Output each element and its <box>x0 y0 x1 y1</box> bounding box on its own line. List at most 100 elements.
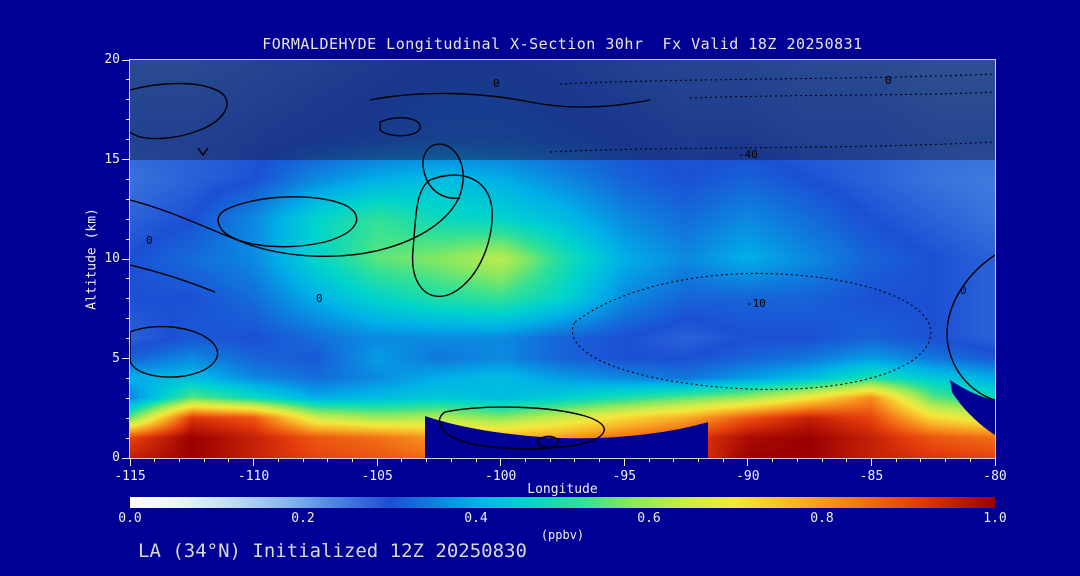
x-tick-label: -110 <box>237 469 270 484</box>
y-axis-minor-tick <box>126 397 130 399</box>
y-axis-minor-tick <box>126 377 130 379</box>
contour-line-solid <box>379 117 421 137</box>
x-axis-minor-tick <box>302 458 304 462</box>
x-axis-minor-tick <box>351 458 353 462</box>
x-axis-minor-tick <box>648 458 650 462</box>
x-axis-minor-tick <box>178 458 180 462</box>
heatmap-canvas <box>130 60 995 458</box>
contour-label: 0 <box>885 74 892 87</box>
x-tick-label: -85 <box>859 469 884 484</box>
x-axis-minor-tick <box>228 458 230 462</box>
x-axis-minor-tick <box>475 458 477 462</box>
colorbar-tick-label: 1.0 <box>983 511 1007 526</box>
x-axis-minor-tick <box>450 458 452 462</box>
x-axis-minor-tick <box>722 458 724 462</box>
y-axis-minor-tick <box>126 298 130 300</box>
y-tick-label: 5 <box>112 350 120 366</box>
contour-line-solid <box>130 82 228 140</box>
contour-line-dotted <box>571 272 932 390</box>
y-axis-tick <box>122 457 130 459</box>
x-axis-label: Longitude <box>527 482 598 497</box>
contour-label: -40 <box>738 148 758 161</box>
x-axis-minor-tick <box>524 458 526 462</box>
y-axis-tick <box>122 258 130 260</box>
y-axis-minor-tick <box>126 178 130 180</box>
x-tick-label: -90 <box>736 469 760 484</box>
contour-line-dotted <box>549 141 995 153</box>
colorbar <box>130 497 995 508</box>
x-axis-tick <box>623 458 625 466</box>
x-axis-minor-tick <box>599 458 601 462</box>
x-axis-minor-tick <box>574 458 576 462</box>
y-tick-label: 15 <box>104 151 120 167</box>
contour-line-dotted <box>559 73 995 85</box>
contour-label: 0 <box>316 292 323 305</box>
x-tick-label: -80 <box>983 469 1007 484</box>
y-axis-minor-tick <box>126 437 130 439</box>
plot-area: 0 0 0 0 0 -10 -40 <box>129 59 996 459</box>
x-axis-minor-tick <box>969 458 971 462</box>
y-axis-minor-tick <box>126 278 130 280</box>
x-axis-minor-tick <box>796 458 798 462</box>
x-axis-tick <box>500 458 502 466</box>
colorbar-tick-label: 0.2 <box>291 511 315 526</box>
contour-label: -10 <box>746 297 766 310</box>
contour-line-solid <box>217 196 358 248</box>
x-axis-minor-tick <box>945 458 947 462</box>
x-axis-tick <box>870 458 872 466</box>
x-axis-minor-tick <box>277 458 279 462</box>
x-tick-label: -105 <box>361 469 393 484</box>
x-axis-minor-tick <box>203 458 205 462</box>
x-tick-label: -95 <box>612 469 637 484</box>
colorbar-tick-label: 0.0 <box>118 511 142 526</box>
colorbar-label: (ppbv) <box>540 528 585 542</box>
y-tick-label: 10 <box>104 251 120 266</box>
colorbar-tick-label: 0.6 <box>637 511 661 526</box>
contour-line-solid <box>946 254 995 401</box>
surface-mask-right <box>950 380 995 435</box>
y-axis-minor-tick <box>126 218 130 220</box>
x-axis-tick <box>129 458 131 466</box>
contour-label: 0 <box>960 284 967 297</box>
y-axis-tick <box>122 159 130 160</box>
y-axis-minor-tick <box>126 338 130 340</box>
x-axis-minor-tick <box>154 458 156 462</box>
y-axis-minor-tick <box>126 318 130 320</box>
x-axis-minor-tick <box>673 458 675 462</box>
x-tick-label: -100 <box>485 469 517 484</box>
x-axis-tick <box>747 458 749 466</box>
contour-line-dotted <box>689 91 995 99</box>
contour-line-solid <box>438 406 605 450</box>
contour-line-solid <box>130 264 216 293</box>
y-axis-minor-tick <box>126 198 130 200</box>
x-tick-label: -115 <box>114 469 146 484</box>
contour-label: 0 <box>493 77 500 90</box>
x-axis-minor-tick <box>549 458 551 462</box>
x-axis-minor-tick <box>697 458 699 462</box>
surface-mask-center <box>425 416 708 458</box>
y-axis-minor-tick <box>126 417 130 419</box>
y-axis-minor-tick <box>126 238 130 240</box>
contour-label: 0 <box>146 234 153 247</box>
x-axis-minor-tick <box>426 458 428 462</box>
chart-title: FORMALDEHYDE Longitudinal X-Section 30hr… <box>262 35 863 53</box>
x-axis-minor-tick <box>821 458 823 462</box>
x-axis-minor-tick <box>895 458 897 462</box>
y-axis-minor-tick <box>126 139 130 141</box>
x-axis-tick <box>994 458 996 466</box>
contour-line-solid <box>411 174 493 298</box>
init-text: LA (34°N) Initialized 12Z 20250830 <box>138 540 527 562</box>
contour-line-solid <box>537 435 559 448</box>
contour-overlay: 0 0 0 0 0 -10 -40 <box>130 73 995 458</box>
y-axis-minor-tick <box>126 99 130 101</box>
x-axis-minor-tick <box>401 458 403 462</box>
x-axis-minor-tick <box>920 458 922 462</box>
x-axis-tick <box>253 458 255 466</box>
contour-line-solid <box>130 143 464 258</box>
contour-line-solid <box>369 92 651 108</box>
contour-min-marker <box>197 147 209 157</box>
y-axis-tick <box>122 358 130 359</box>
y-axis-minor-tick <box>126 79 130 81</box>
y-tick-label: 0 <box>112 450 120 465</box>
